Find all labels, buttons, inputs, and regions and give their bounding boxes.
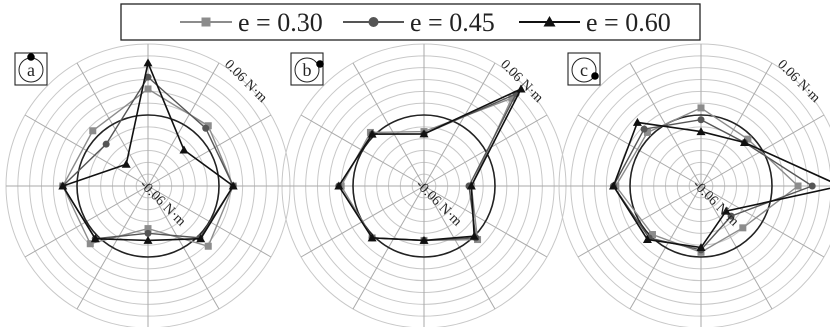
- data-point-square: [739, 224, 747, 232]
- data-point-circle: [144, 73, 152, 81]
- panel-label-circle: [294, 57, 320, 83]
- radar-panel-a: 0.06 N·m-0.06 N·ma: [5, 43, 291, 327]
- legend-marker-triangle: [543, 16, 556, 27]
- reference-circle: [629, 114, 773, 258]
- legend-label-e045: e = 0.45: [410, 8, 495, 37]
- data-point-circle: [144, 229, 152, 237]
- data-point-square: [508, 94, 516, 102]
- legend-item-e045: e = 0.45: [343, 8, 495, 37]
- series-line-2: [337, 92, 518, 242]
- data-point-square: [204, 242, 212, 250]
- reference-circle: [352, 114, 496, 258]
- data-point-circle: [697, 116, 705, 124]
- legend-marker-circle: [368, 17, 379, 27]
- data-point-circle: [808, 182, 816, 190]
- data-point-square: [744, 135, 752, 143]
- radar-panel-c: 0.06 N·m-0.06 N·mc: [558, 43, 830, 327]
- data-point-triangle: [642, 235, 652, 244]
- data-point-triangle: [419, 129, 429, 138]
- data-point-square: [144, 225, 152, 233]
- data-point-square: [86, 240, 94, 248]
- data-point-square: [89, 127, 97, 135]
- data-point-triangle: [196, 234, 206, 243]
- data-point-circle: [102, 140, 110, 148]
- data-point-triangle: [466, 181, 476, 190]
- reference-circle: [76, 114, 220, 258]
- data-point-triangle: [228, 181, 238, 190]
- data-point-square: [648, 231, 656, 239]
- data-point-triangle: [696, 243, 706, 252]
- legend: e = 0.30 e = 0.45 e = 0.60: [120, 3, 701, 41]
- legend-label-e030: e = 0.30: [238, 8, 323, 37]
- data-point-circle: [640, 125, 648, 133]
- legend-item-e060: e = 0.60: [519, 8, 671, 37]
- panel-label-box: [290, 52, 324, 86]
- panel-label: a: [27, 60, 35, 80]
- data-point-triangle: [179, 145, 189, 154]
- data-point-square: [204, 122, 212, 130]
- data-point-triangle: [740, 137, 750, 146]
- data-point-square: [697, 104, 705, 112]
- data-point-triangle: [143, 58, 153, 67]
- data-point-triangle: [143, 235, 153, 244]
- panel-label: b: [303, 60, 312, 80]
- data-point-triangle: [696, 127, 706, 136]
- data-point-square: [794, 182, 802, 190]
- data-point-triangle: [58, 181, 68, 190]
- data-point-triangle: [367, 129, 377, 138]
- data-point-triangle: [516, 84, 526, 93]
- legend-label-e060: e = 0.60: [586, 8, 671, 37]
- data-point-triangle: [121, 159, 131, 168]
- data-point-triangle: [367, 233, 377, 242]
- rotation-indicator-dot: [316, 60, 324, 68]
- panel-label: c: [580, 60, 588, 80]
- data-point-triangle: [469, 231, 479, 240]
- rotation-indicator-dot: [27, 53, 35, 61]
- data-point-triangle: [90, 234, 100, 243]
- data-point-triangle: [419, 235, 429, 244]
- panel-label-circle: [571, 57, 597, 83]
- data-point-square: [643, 128, 651, 136]
- data-point-triangle: [334, 181, 344, 190]
- data-point-square: [144, 85, 152, 93]
- legend-item-e030: e = 0.30: [180, 8, 323, 37]
- rotation-indicator-dot: [591, 72, 599, 80]
- data-point-triangle: [608, 181, 618, 190]
- data-point-triangle: [721, 206, 731, 215]
- legend-marker-square: [201, 17, 211, 27]
- data-point-circle: [202, 124, 210, 132]
- radar-panel-b: 0.06 N·m-0.06 N·mb: [281, 43, 567, 327]
- data-point-triangle: [632, 117, 642, 126]
